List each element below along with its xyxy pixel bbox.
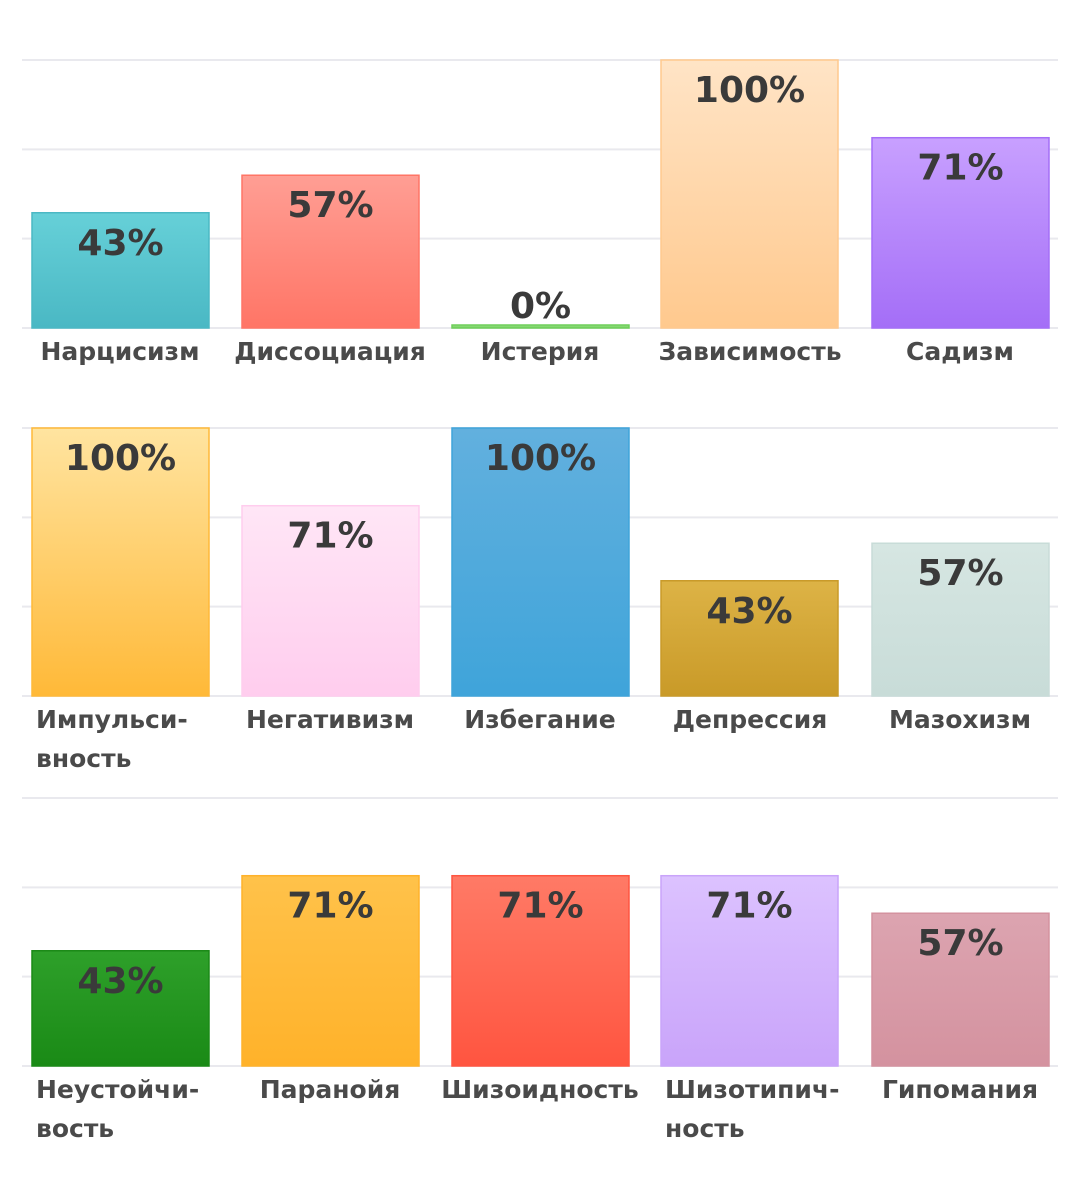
bar-Нарцисизм xyxy=(31,212,210,329)
bar-Садизм xyxy=(871,136,1050,329)
category-label: Садизм xyxy=(906,337,1014,366)
value-label: 100% xyxy=(65,438,176,479)
bar-Шизотипич-ность xyxy=(660,874,839,1067)
bar-Негативизм xyxy=(241,504,420,697)
value-label: 71% xyxy=(287,516,373,557)
category-label: Импульси-вность xyxy=(36,705,188,773)
value-label: 71% xyxy=(497,886,583,927)
category-label: Зависимость xyxy=(658,337,841,366)
value-label: 71% xyxy=(917,148,1003,189)
bar-chart-2: 100% Импульси-вность 71% Негативизм 100% Избе… xyxy=(22,427,1058,773)
bar-Истерия xyxy=(451,324,630,329)
bar-chart-3: 43% Неустойчи-вость 71% Паранойя 71% Шизоидно… xyxy=(22,797,1058,1143)
bar-Шизоидность xyxy=(451,874,630,1067)
category-label: Мазохизм xyxy=(889,705,1031,734)
category-label: Паранойя xyxy=(260,1075,401,1104)
bar-Диссоциация xyxy=(241,174,420,329)
value-label: 57% xyxy=(917,923,1003,964)
bar-Мазохизм xyxy=(871,542,1050,697)
category-label: Негативизм xyxy=(246,705,414,734)
bar-Паранойя xyxy=(241,874,420,1067)
category-label: Депрессия xyxy=(673,705,828,734)
bar-Зависимость xyxy=(660,59,839,329)
category-label: Избегание xyxy=(464,705,616,734)
value-label: 57% xyxy=(917,553,1003,594)
category-label: Истерия xyxy=(481,337,600,366)
value-label: 0% xyxy=(510,286,571,327)
bar-chart-1: 43% Нарцисизм 57% Диссоциация 0% Истерия 100% З… xyxy=(22,59,1058,366)
category-label: Диссоциация xyxy=(234,337,426,366)
bar-Избегание xyxy=(451,427,630,697)
value-label: 43% xyxy=(77,223,163,264)
bar-Импульси-вность xyxy=(31,427,210,697)
value-label: 71% xyxy=(706,886,792,927)
category-label: Шизоидность xyxy=(441,1075,638,1104)
category-label: Шизотипич-ность xyxy=(665,1075,839,1143)
value-label: 71% xyxy=(287,886,373,927)
value-label: 43% xyxy=(77,961,163,1002)
value-label: 57% xyxy=(287,185,373,226)
value-label: 100% xyxy=(694,70,805,111)
bar-Депрессия xyxy=(660,580,839,697)
category-label: Неустойчи-вость xyxy=(36,1075,199,1143)
category-label: Гипомания xyxy=(882,1075,1038,1104)
bar-Гипомания xyxy=(871,912,1050,1067)
value-label: 100% xyxy=(485,438,596,479)
category-label: Нарцисизм xyxy=(40,337,199,366)
value-label: 43% xyxy=(706,591,792,632)
bar-Неустойчи-вость xyxy=(31,950,210,1067)
